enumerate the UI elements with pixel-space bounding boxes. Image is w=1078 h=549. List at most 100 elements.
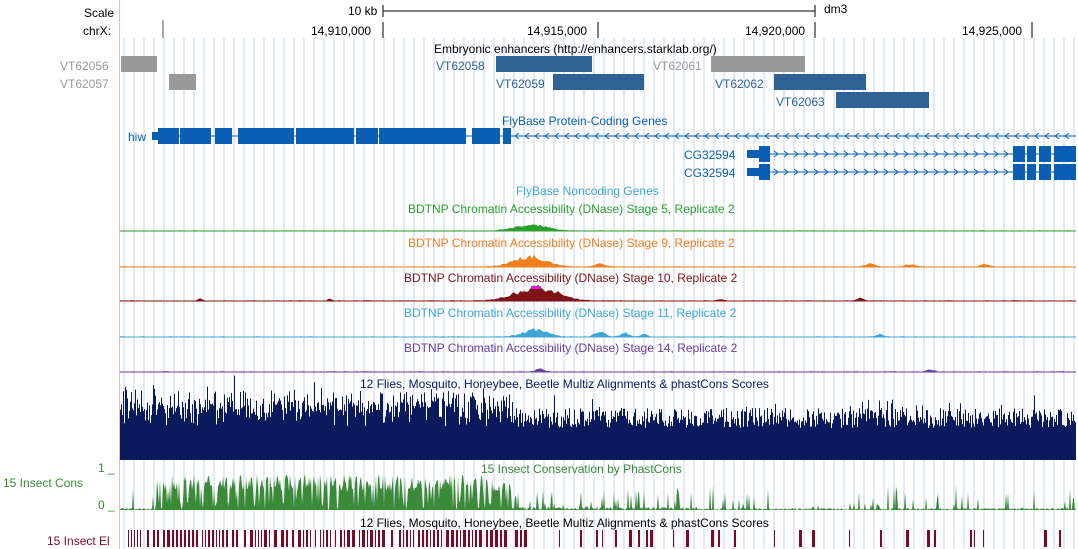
multiz-bar	[676, 411, 677, 460]
conserved-element	[335, 530, 336, 547]
multiz-bar	[291, 402, 292, 460]
multiz-bar	[549, 427, 550, 460]
multiz-bar	[449, 403, 450, 460]
elements-side-label[interactable]: 15 Insect El	[47, 534, 110, 548]
enhancer-side-label[interactable]: VT62056	[60, 59, 109, 73]
conserved-element	[468, 530, 470, 547]
enhancer-block	[711, 56, 805, 72]
multiz-bar	[144, 409, 145, 460]
multiz-bar	[862, 401, 863, 460]
noncoding-track-title[interactable]: FlyBase Noncoding Genes	[516, 184, 659, 198]
multiz-bar	[1048, 427, 1049, 460]
multiz-bar	[853, 410, 854, 460]
enhancer-side-label[interactable]: VT62057	[60, 77, 109, 91]
multiz-bar	[497, 401, 498, 460]
multiz-bar	[375, 404, 376, 460]
multiz-bar	[626, 418, 627, 460]
multiz-bar	[463, 411, 464, 460]
multiz-bar	[228, 402, 229, 460]
multiz-bar	[810, 426, 811, 460]
strand-arrow	[944, 132, 950, 140]
multiz-bar	[1008, 415, 1009, 460]
gene-label-cg32594[interactable]: CG32594	[684, 166, 736, 180]
dnase-stage10-title[interactable]: BDTNP Chromatin Accessibility (DNase) St…	[404, 271, 738, 285]
multiz-bar	[395, 405, 396, 460]
multiz-bar	[307, 394, 308, 460]
multiz-bar	[479, 418, 480, 460]
multiz-bar	[478, 414, 479, 460]
multiz-bar	[744, 411, 745, 460]
multiz-bar	[973, 423, 974, 460]
multiz-bar	[905, 416, 906, 460]
multiz-bar	[606, 422, 607, 460]
multiz-bar	[453, 392, 454, 460]
dnase-stage9-title[interactable]: BDTNP Chromatin Accessibility (DNase) St…	[408, 236, 735, 250]
multiz-bar	[975, 409, 976, 460]
multiz-bar	[293, 407, 294, 460]
multiz-bar	[962, 424, 963, 460]
multiz-bar	[641, 424, 642, 460]
elements-track-title[interactable]: 12 Flies, Mosquito, Honeybee, Beetle Mul…	[360, 516, 769, 530]
enhancer-label[interactable]: VT62062	[715, 77, 764, 91]
multiz-bar	[149, 405, 150, 460]
multiz-bar	[312, 410, 313, 460]
gene-exon	[379, 128, 466, 144]
multiz-bar	[644, 411, 645, 460]
multiz-track-title[interactable]: 12 Flies, Mosquito, Honeybee, Beetle Mul…	[360, 377, 769, 391]
strand-arrow	[634, 132, 640, 140]
multiz-bar	[433, 401, 434, 460]
multiz-bar	[717, 418, 718, 460]
multiz-bar	[289, 391, 290, 460]
multiz-bar	[315, 406, 316, 460]
multiz-bar	[868, 399, 869, 460]
enhancer-label[interactable]: VT62059	[496, 77, 545, 91]
multiz-bar	[709, 417, 710, 460]
gene-label-hiw[interactable]: hiw	[128, 130, 147, 144]
multiz-bar	[297, 412, 298, 460]
multiz-bar	[467, 418, 468, 460]
conserved-element	[286, 530, 288, 547]
multiz-bar	[252, 413, 253, 460]
conserved-element	[281, 530, 284, 547]
multiz-bar	[416, 402, 417, 460]
multiz-bar	[938, 420, 939, 460]
multiz-bar	[338, 411, 339, 460]
multiz-bar	[650, 416, 651, 460]
gene-label-cg32594[interactable]: CG32594	[684, 148, 736, 162]
enhancer-track-title[interactable]: Embryonic enhancers (http://enhancers.st…	[434, 42, 717, 56]
multiz-bar	[1026, 424, 1027, 460]
multiz-bar	[912, 421, 913, 460]
multiz-bar	[175, 411, 176, 460]
multiz-bar	[150, 422, 151, 460]
multiz-bar	[237, 414, 238, 460]
enhancer-label[interactable]: VT62063	[776, 95, 825, 109]
enhancer-label[interactable]: VT62061	[653, 59, 702, 73]
multiz-bar	[213, 405, 214, 460]
multiz-bar	[487, 409, 488, 460]
multiz-bar	[1030, 427, 1031, 460]
strand-arrow	[813, 150, 819, 158]
multiz-bar	[635, 408, 636, 460]
multiz-bar	[966, 420, 967, 460]
enhancer-label[interactable]: VT62058	[436, 59, 485, 73]
phastcons-track-title[interactable]: 15 Insect Conservation by PhastCons	[481, 462, 682, 476]
multiz-bar	[706, 411, 707, 460]
multiz-bar	[963, 413, 964, 460]
gene-track-title[interactable]: FlyBase Protein-Coding Genes	[502, 114, 668, 128]
dnase-stage14-title[interactable]: BDTNP Chromatin Accessibility (DNase) St…	[404, 341, 738, 355]
multiz-bar	[472, 392, 473, 460]
dnase-stage5-title[interactable]: BDTNP Chromatin Accessibility (DNase) St…	[408, 202, 735, 216]
multiz-bar	[636, 426, 637, 460]
multiz-bar	[646, 418, 647, 460]
multiz-bar	[417, 399, 418, 460]
strand-arrow	[1034, 132, 1040, 140]
multiz-bar	[864, 414, 865, 460]
dnase-stage11-title[interactable]: BDTNP Chromatin Accessibility (DNase) St…	[404, 306, 737, 320]
multiz-bar	[332, 401, 333, 460]
strand-arrow	[963, 150, 969, 158]
multiz-bar	[167, 405, 168, 460]
phastcons-side-label[interactable]: 15 Insect Cons	[3, 476, 84, 490]
multiz-bar	[488, 418, 489, 460]
multiz-bar	[233, 411, 234, 460]
